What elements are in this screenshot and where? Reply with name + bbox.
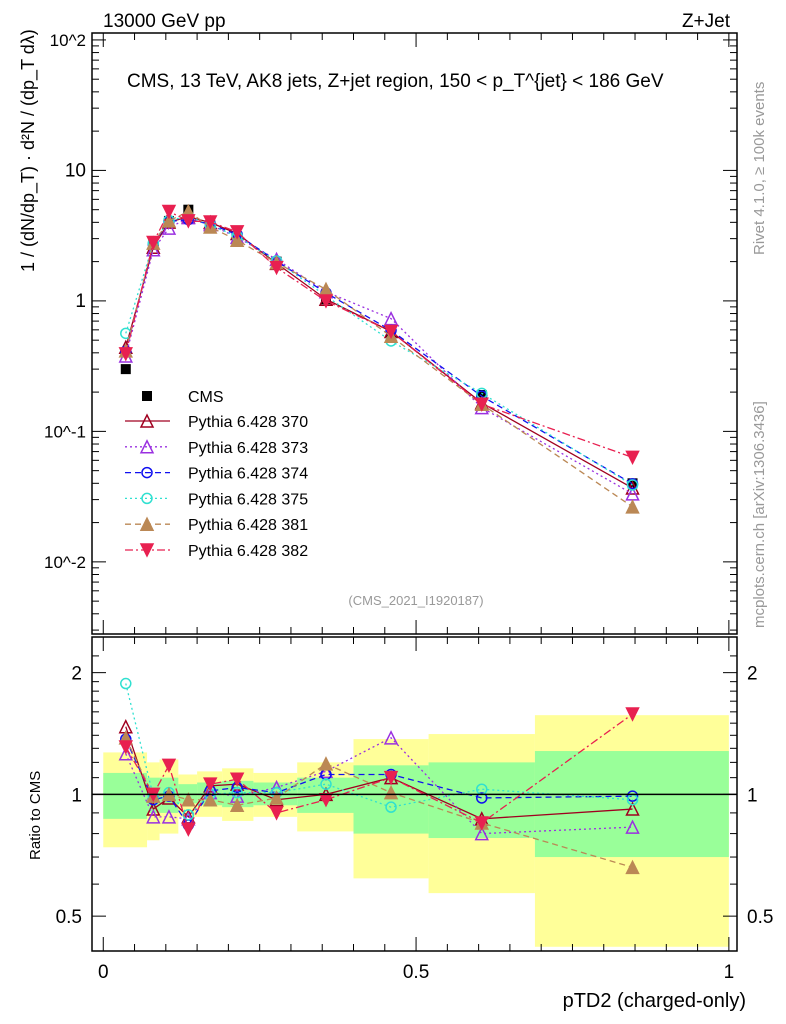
series-point-main [229,232,245,248]
band-inner-bin [103,772,148,819]
legend-marker [139,516,155,531]
y-tick-label: 10 [65,160,86,181]
legend-label: Pythia 6.428 373 [188,440,308,457]
series-line-main [125,210,633,508]
series-point-ratio [269,806,284,821]
series-point-ratio [181,792,196,807]
series-point-main [203,215,218,230]
x-axis-label: pTD2 (charged-only) [563,990,746,1012]
y-tick-labels: 10^2 10 1 10^-1 10^-2 [44,31,86,572]
series-point-ratio [625,859,640,875]
header-right: Z+Jet [682,11,731,32]
series-point-ratio [181,822,196,837]
y-axis-label: 1 / (dN/dp_T) · d²N / (dp_T dλ) [18,29,39,272]
y-tick-label: 10^2 [50,31,86,50]
series-point-main [161,220,177,235]
series-point-ratio [383,770,399,786]
series-point-main [161,204,177,220]
series-point-main [318,294,334,309]
series-point-main [474,397,489,412]
analysis-tag: (CMS_2021_I1920187) [348,593,483,608]
mcplots-label: mcplots.cern.ch [arXiv:1306.3436] [751,401,768,628]
ratio-bands [103,715,729,947]
series-point-ratio [120,677,132,690]
series-line-ratio [125,737,633,835]
legend-label: Pythia 6.428 382 [188,543,308,560]
series-point-ratio [229,772,245,787]
x-tick-label: 1 [724,962,735,983]
series-point-ratio [118,746,133,761]
series-line-ratio [125,713,633,832]
series-point-ratio [474,816,489,831]
series-point-ratio [161,809,177,824]
series-layer [118,203,640,875]
series-point-ratio [625,801,640,816]
plot-title: CMS, 13 TeV, AK8 jets, Z+jet region, 150… [127,71,664,92]
header-left: 13000 GeV pp [103,11,226,32]
series-point-ratio [625,707,640,722]
ratio-tick-label-right: 2 [747,664,758,685]
series-point-main [383,324,399,340]
main-frame [91,32,738,635]
series-point-main [625,499,640,514]
legend-label: Pythia 6.428 370 [188,414,308,431]
ratio-tick-label-right: 1 [747,785,758,806]
legend: CMS Pythia 6.428 370 Pythia 6.428 373 Pythi… [125,389,308,560]
legend-marker [139,439,155,454]
legend-marker [139,413,155,428]
series-point-main [161,213,177,228]
legend-marker-cms [142,391,152,401]
series-point-ratio [203,792,218,807]
series-point-main [626,479,639,491]
series-point-main [181,214,196,229]
series-point-main [146,235,161,251]
legend-marker [141,466,153,479]
series-line-main [125,210,633,458]
legend-label-cms: CMS [188,389,224,406]
legend-marker [141,492,153,505]
x-tick-label: 0.5 [403,962,429,983]
series-point-ratio [385,801,397,813]
series-point-ratio [161,758,177,773]
series-point-main [269,260,284,276]
series-point-ratio [146,809,161,824]
y-tick-label: 10^-1 [44,422,86,441]
legend-label: Pythia 6.428 374 [188,466,308,483]
series-point-ratio [474,825,489,841]
legend-label: Pythia 6.428 375 [188,491,308,508]
series-line-main [125,215,633,486]
ratio-tick-label-left: 2 [71,664,82,685]
series-point-ratio [476,792,488,804]
series-point-ratio [383,730,399,745]
series-point-ratio [118,740,133,755]
x-tick-label: 0 [98,962,109,983]
y-tick-label: 10^-2 [44,553,86,572]
series-point-main [383,310,399,326]
series-point-ratio [383,784,399,800]
legend-marker [139,543,155,558]
y-tick-label: 1 [75,291,86,312]
axes-layer: 2 2 1 1 0.5 0.5 0 0.5 1 [56,32,773,983]
ratio-y-label: Ratio to CMS [27,771,44,860]
series-point-main [625,450,640,466]
series-point-ratio [320,778,332,790]
series-point-ratio [269,790,284,805]
series-point-ratio [625,819,640,834]
series-point-ratio [318,756,334,771]
ratio-tick-label-right: 0.5 [747,907,773,928]
ratio-tick-label-left: 0.5 [56,907,82,928]
rivet-label: Rivet 4.1.0, ≥ 100k events [751,82,768,255]
series-point-ratio [229,797,245,813]
cms-data-point [476,390,487,401]
legend-label: Pythia 6.428 381 [188,517,308,534]
series-point-main [229,225,245,240]
series-point-ratio [203,777,218,792]
ratio-tick-label-left: 1 [71,785,82,806]
series-point-main [118,347,133,362]
series-point-ratio [626,790,639,802]
cms-data-point [120,364,131,375]
